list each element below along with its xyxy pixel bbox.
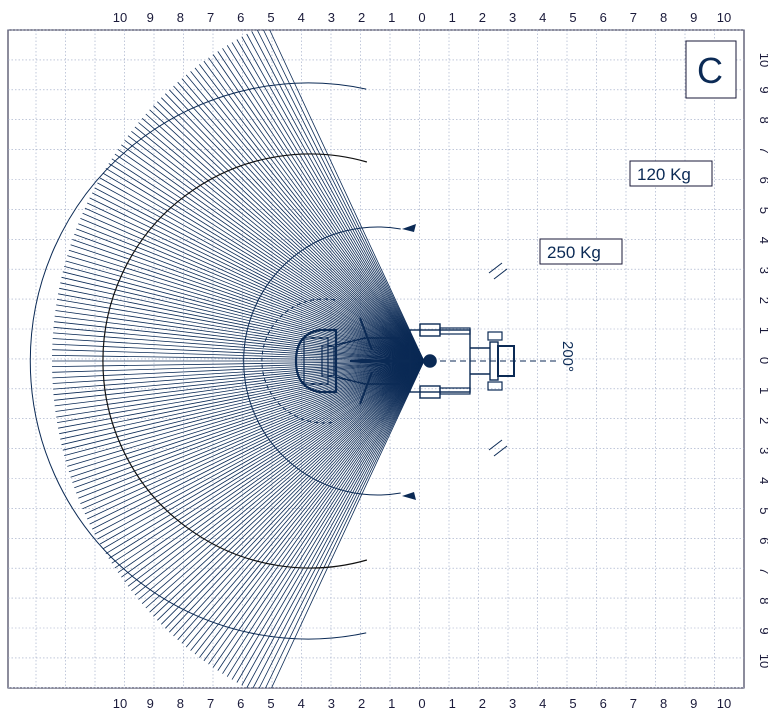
working-area-fan <box>51 29 425 689</box>
right-axis-tick: 4 <box>757 237 768 244</box>
top-axis-tick: 8 <box>177 10 184 25</box>
right-axis-tick: 7 <box>757 567 768 574</box>
bottom-axis-tick: 9 <box>147 696 154 711</box>
top-axis-tick: 10 <box>113 10 127 25</box>
bottom-axis-tick: 3 <box>509 696 516 711</box>
right-axis-tick: 2 <box>757 417 768 424</box>
bottom-axis-tick: 10 <box>113 696 127 711</box>
top-axis-tick: 1 <box>449 10 456 25</box>
top-axis-tick: 6 <box>600 10 607 25</box>
right-axis-tick: 10 <box>757 53 768 67</box>
rotation-limit-arrow-bottom <box>402 492 416 500</box>
bottom-axis-tick: 2 <box>358 696 365 711</box>
top-axis-tick: 5 <box>569 10 576 25</box>
top-axis-tick: 4 <box>298 10 305 25</box>
bottom-axis-tick: 1 <box>449 696 456 711</box>
corner-label-box <box>685 40 737 99</box>
corner-label: C <box>697 50 723 91</box>
bottom-axis-tick: 10 <box>717 696 731 711</box>
top-axis-tick: 4 <box>539 10 546 25</box>
right-axis-tick: 9 <box>757 86 768 93</box>
top-axis-ticks: 10 9 8 7 6 5 4 3 2 1 0 1 2 3 4 5 6 7 8 9 10 <box>113 10 731 25</box>
bottom-axis-tick: 2 <box>479 696 486 711</box>
top-axis-tick: 8 <box>660 10 667 25</box>
load-label-120kg: 120 Kg <box>637 165 691 184</box>
right-axis-tick: 3 <box>757 267 768 274</box>
bottom-axis-tick: 6 <box>237 696 244 711</box>
right-axis-tick: 3 <box>757 447 768 454</box>
top-axis-tick: 3 <box>328 10 335 25</box>
bottom-axis-ticks: 10 9 8 7 6 5 4 3 2 1 0 1 2 3 4 5 6 7 8 9 10 <box>113 696 731 711</box>
right-axis-tick: 2 <box>757 297 768 304</box>
right-axis-tick: 7 <box>757 147 768 154</box>
right-axis-tick: 5 <box>757 207 768 214</box>
rotation-mark-bottom <box>488 439 508 457</box>
bottom-axis-tick: 8 <box>660 696 667 711</box>
bottom-axis-tick: 9 <box>690 696 697 711</box>
bottom-axis-tick: 8 <box>177 696 184 711</box>
top-axis-tick: 10 <box>717 10 731 25</box>
rotation-mark-top <box>488 262 508 280</box>
machine-top-view-icon <box>261 298 515 424</box>
bottom-axis-tick: 3 <box>328 696 335 711</box>
bottom-axis-tick: 6 <box>600 696 607 711</box>
top-axis-tick: 2 <box>479 10 486 25</box>
bottom-axis-tick: 0 <box>418 696 425 711</box>
bottom-axis-tick: 1 <box>388 696 395 711</box>
bottom-axis-tick: 5 <box>569 696 576 711</box>
right-axis-tick: 8 <box>757 116 768 123</box>
bottom-axis-tick: 5 <box>267 696 274 711</box>
right-axis-tick: 9 <box>757 627 768 634</box>
top-axis-tick: 6 <box>237 10 244 25</box>
top-axis-tick: 7 <box>207 10 214 25</box>
top-axis-tick: 5 <box>267 10 274 25</box>
top-axis-tick: 9 <box>690 10 697 25</box>
right-axis-tick: 10 <box>757 654 768 668</box>
range-arc-250kg <box>243 226 401 496</box>
range-arc-outer-black <box>102 153 368 569</box>
top-axis-tick: 3 <box>509 10 516 25</box>
right-axis-tick: 6 <box>757 537 768 544</box>
top-axis-tick: 0 <box>418 10 425 25</box>
load-label-250kg: 250 Kg <box>547 243 601 262</box>
right-axis-tick: 1 <box>757 327 768 334</box>
right-axis-tick: 6 <box>757 177 768 184</box>
right-axis-tick: 0 <box>757 357 768 364</box>
label-box-250kg <box>539 238 623 265</box>
top-axis-tick: 1 <box>388 10 395 25</box>
bottom-axis-tick: 7 <box>207 696 214 711</box>
top-axis-tick: 9 <box>147 10 154 25</box>
bottom-axis-tick: 4 <box>298 696 305 711</box>
rotation-angle-label: 200° <box>559 341 576 372</box>
range-arc-120kg <box>29 82 367 640</box>
bottom-axis-tick: 4 <box>539 696 546 711</box>
right-axis-tick: 5 <box>757 507 768 514</box>
top-axis-tick: 2 <box>358 10 365 25</box>
bottom-axis-tick: 7 <box>630 696 637 711</box>
right-axis-tick: 8 <box>757 597 768 604</box>
top-axis-tick: 7 <box>630 10 637 25</box>
rotation-limit-arrow-top <box>402 224 416 232</box>
label-box-120kg <box>629 160 713 187</box>
right-axis-tick: 4 <box>757 477 768 484</box>
right-axis-tick: 1 <box>757 387 768 394</box>
